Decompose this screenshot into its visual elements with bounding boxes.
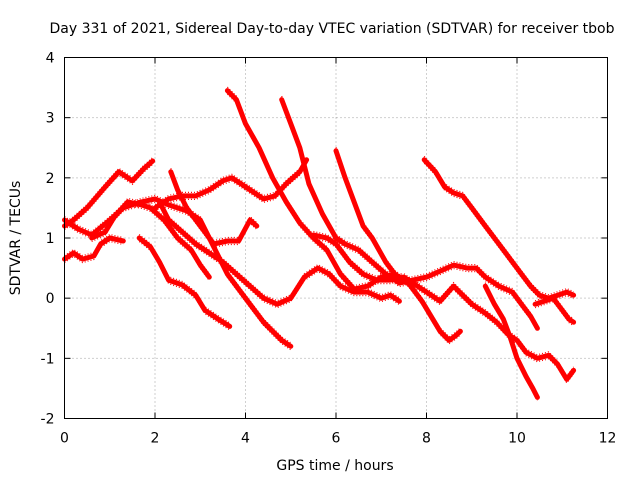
series-markers-s1-lower (64, 164, 154, 230)
series-markers-s7 (170, 168, 258, 242)
series-line-s6 (152, 157, 310, 211)
y-tick-label: 1 (46, 231, 55, 247)
x-tick-label: 6 (332, 431, 341, 447)
series-line-s8 (157, 199, 402, 307)
series-markers-s3-lower (64, 240, 124, 264)
series-markers-s2 (64, 194, 292, 344)
series-line-s4 (89, 199, 212, 280)
series-line-s14 (482, 283, 540, 400)
chart-title: Day 331 of 2021, Sidereal Day-to-day VTE… (49, 21, 614, 37)
y-tick-label: 4 (46, 51, 55, 67)
series-line-s12 (310, 232, 577, 382)
series-markers-s3 (64, 233, 124, 257)
series-markers-s8-lower (158, 205, 400, 309)
series-line-s10 (279, 97, 540, 331)
series-markers-s7-lower (170, 175, 258, 249)
series-line-s7 (168, 169, 260, 247)
series-markers-s12-lower (313, 237, 575, 384)
y-tick-label: -2 (41, 412, 55, 428)
x-tick-label: 10 (508, 431, 526, 447)
y-tick-label: 2 (46, 171, 55, 187)
x-tick-label: 4 (241, 431, 250, 447)
series-layer (62, 86, 577, 402)
series-markers-s13-lower (423, 162, 574, 303)
x-axis-label: GPS time / hours (276, 458, 393, 474)
series-line-s5 (136, 235, 233, 329)
series-line-s15 (532, 295, 577, 325)
y-tick-label: 3 (46, 111, 55, 127)
series-markers-s12 (313, 230, 575, 377)
y-axis-label: SDTVAR / TECUs (8, 181, 24, 296)
series-markers-s5 (138, 234, 231, 324)
series-line-s2 (62, 196, 294, 349)
series-markers-s13 (423, 155, 574, 296)
series-markers-s1 (64, 157, 154, 223)
series-markers-s10-lower (281, 102, 538, 333)
series-markers-s5-lower (138, 241, 231, 331)
x-tick-label: 8 (422, 431, 431, 447)
series-line-s1 (62, 158, 156, 229)
x-tick-label: 2 (151, 431, 160, 447)
x-tick-label: 0 (60, 431, 69, 447)
y-tick-label: 0 (46, 291, 55, 307)
y-tick-label: -1 (41, 351, 55, 367)
series-line-s3 (62, 235, 126, 262)
series-line-s9 (224, 88, 463, 343)
series-markers-s10 (281, 95, 538, 326)
x-tick-label: 12 (599, 431, 617, 447)
series-line-s13 (421, 157, 577, 301)
series-line-s11 (333, 148, 402, 283)
